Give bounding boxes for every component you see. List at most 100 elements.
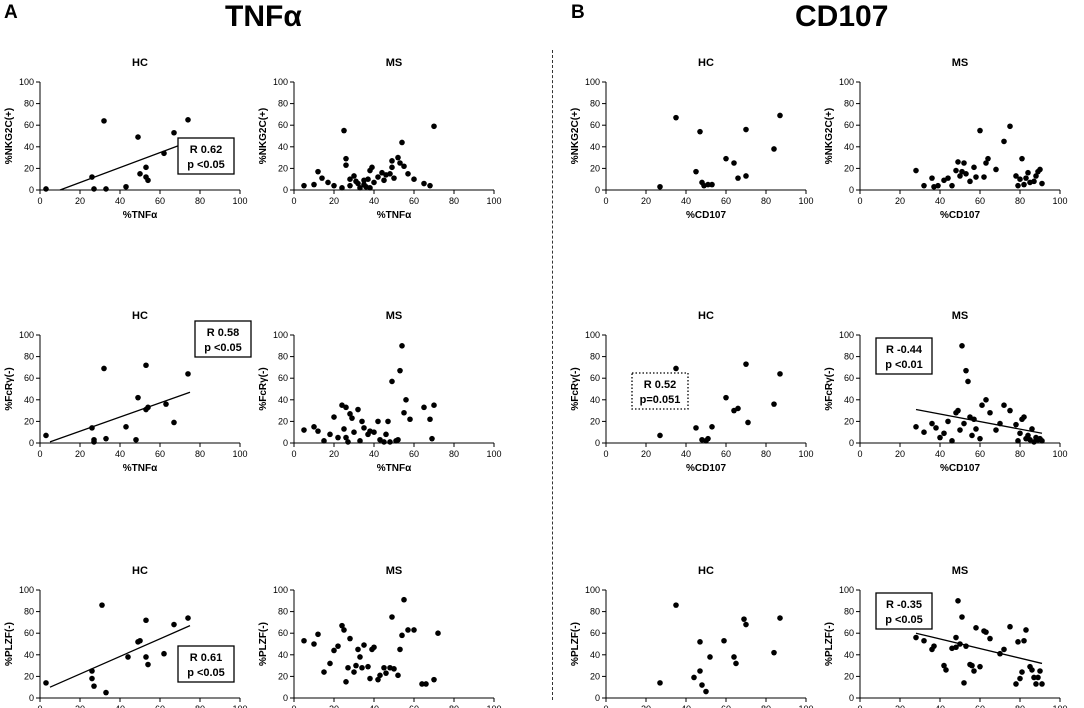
- data-point: [123, 183, 129, 190]
- data-point: [973, 625, 979, 631]
- y-tick-label: 20: [590, 416, 600, 426]
- data-point: [657, 183, 663, 190]
- y-axis-label: %FcRγ(-): [4, 367, 15, 410]
- data-point: [697, 639, 703, 645]
- data-point: [697, 128, 703, 135]
- data-point: [321, 669, 327, 675]
- data-point: [983, 160, 989, 166]
- data-point: [1029, 426, 1035, 432]
- data-point: [357, 438, 363, 444]
- data-point: [1019, 155, 1025, 162]
- data-point: [709, 424, 715, 430]
- data-point: [777, 371, 783, 377]
- data-point: [375, 418, 381, 425]
- y-tick-label: 20: [844, 416, 854, 426]
- data-point: [961, 680, 967, 686]
- y-axis-label: %NKG2C(+): [570, 108, 581, 164]
- data-point: [777, 112, 783, 119]
- data-point: [1015, 639, 1021, 645]
- x-tick-label: 0: [37, 449, 42, 459]
- data-point: [987, 635, 993, 642]
- data-point: [325, 179, 331, 186]
- x-tick-label: 100: [486, 704, 501, 708]
- x-tick-label: 60: [975, 449, 985, 459]
- data-point: [1015, 438, 1021, 444]
- data-point: [375, 676, 381, 683]
- y-tick-label: 100: [839, 330, 854, 340]
- y-tick-label: 20: [844, 671, 854, 681]
- data-point: [421, 404, 427, 411]
- y-tick-label: 60: [590, 373, 600, 383]
- data-point: [351, 669, 357, 675]
- x-tick-label: 20: [641, 704, 651, 708]
- x-tick-label: 20: [895, 449, 905, 459]
- data-point: [949, 438, 955, 444]
- x-tick-label: 60: [155, 196, 165, 206]
- stats-r-value: R 0.62: [190, 144, 222, 156]
- data-point: [145, 661, 151, 668]
- x-tick-label: 60: [721, 449, 731, 459]
- y-tick-label: 40: [590, 395, 600, 405]
- panel-title-cd107: CD107: [795, 0, 889, 33]
- x-tick-label: 20: [75, 449, 85, 459]
- x-axis-label: %CD107: [686, 463, 726, 474]
- data-point: [1013, 173, 1019, 179]
- data-point: [145, 404, 151, 411]
- data-point: [163, 401, 169, 407]
- y-tick-label: 100: [839, 585, 854, 595]
- y-tick-label: 40: [278, 395, 288, 405]
- y-tick-label: 0: [29, 185, 34, 195]
- x-tick-label: 80: [449, 196, 459, 206]
- data-point: [143, 164, 149, 171]
- data-point: [723, 394, 729, 401]
- data-point: [343, 155, 349, 162]
- y-tick-label: 100: [839, 77, 854, 87]
- data-point: [963, 367, 969, 374]
- data-point: [933, 425, 939, 431]
- y-tick-label: 0: [283, 185, 288, 195]
- x-axis-label: %TNFα: [377, 210, 412, 221]
- data-point: [703, 688, 709, 695]
- data-point: [361, 642, 367, 648]
- y-tick-label: 0: [283, 438, 288, 448]
- data-point: [1033, 681, 1039, 687]
- data-point: [957, 641, 963, 647]
- chart-title: MS: [952, 57, 969, 69]
- data-point: [953, 644, 959, 651]
- x-tick-label: 40: [935, 449, 945, 459]
- stats-box: [177, 137, 235, 175]
- x-tick-label: 0: [37, 196, 42, 206]
- x-axis-label: %CD107: [686, 210, 726, 221]
- panel-divider: [552, 50, 553, 700]
- y-axis-label: %PLZF(-): [258, 622, 269, 666]
- x-tick-label: 80: [449, 449, 459, 459]
- data-point: [673, 365, 679, 372]
- data-point: [419, 681, 425, 687]
- data-point: [383, 670, 389, 676]
- data-point: [335, 434, 341, 441]
- data-point: [311, 641, 317, 647]
- x-axis-label: %CD107: [940, 210, 980, 221]
- data-point: [395, 672, 401, 679]
- y-tick-label: 40: [590, 142, 600, 152]
- data-point: [371, 429, 377, 436]
- data-point: [1015, 182, 1021, 189]
- data-point: [347, 176, 353, 182]
- y-tick-label: 0: [849, 438, 854, 448]
- stats-r-value: R 0.58: [207, 327, 239, 339]
- data-point: [103, 689, 109, 696]
- data-point: [963, 643, 969, 649]
- data-point: [1001, 402, 1007, 409]
- x-tick-label: 40: [681, 449, 691, 459]
- data-point: [971, 416, 977, 423]
- data-point: [431, 402, 437, 409]
- data-point: [993, 166, 999, 173]
- y-tick-label: 80: [278, 99, 288, 109]
- data-point: [973, 426, 979, 432]
- data-point: [937, 434, 943, 441]
- chart-b1: HC 0 20 40 60 80 100 0 20 40 60 80 100 %CD107 %NKG2C(+…: [570, 57, 814, 221]
- y-tick-label: 0: [29, 693, 34, 703]
- data-point: [145, 177, 151, 184]
- data-point: [387, 171, 393, 177]
- x-tick-label: 0: [291, 449, 296, 459]
